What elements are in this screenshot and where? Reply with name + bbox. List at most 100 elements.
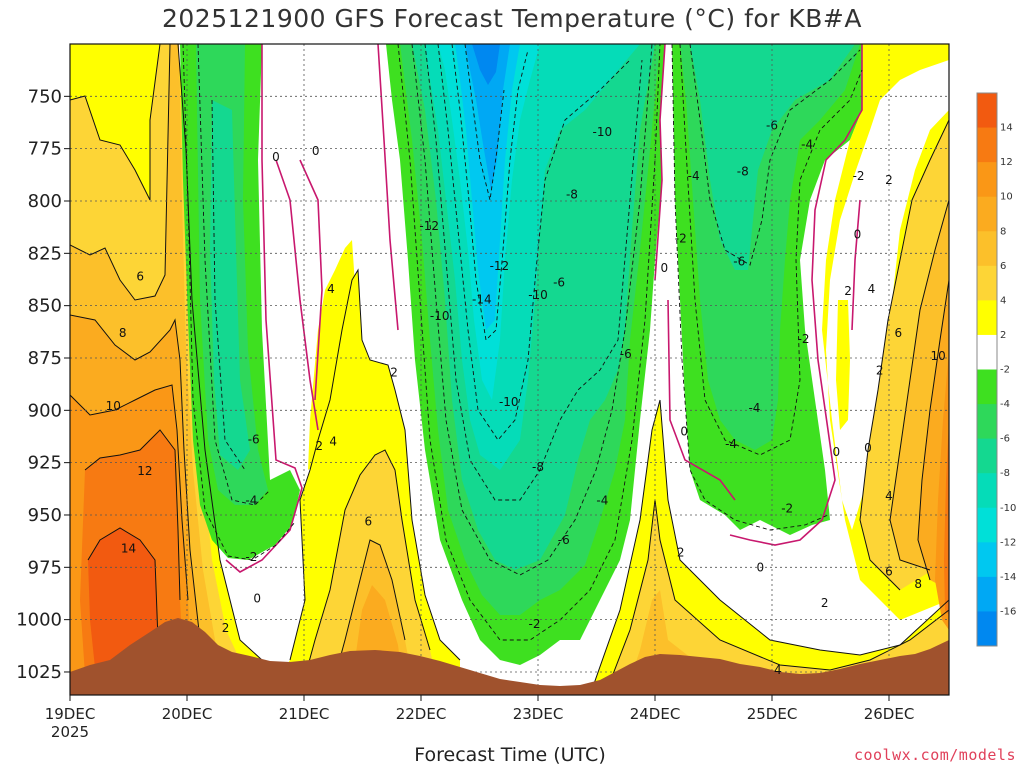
colorbar-band (977, 93, 997, 129)
colorbar-band (977, 300, 997, 336)
x-axis: 19DEC 20DEC 21DEC 22DEC 23DEC 24DEC 25DEC 26DEC… (45, 695, 914, 741)
colorbar-band (977, 265, 997, 301)
contour-label: 0 (272, 150, 280, 164)
colorbar-tick-label: -2 (1000, 365, 1010, 376)
x-tick-label: 23DEC (513, 705, 564, 723)
contour-label: -14 (472, 292, 492, 306)
colorbar-band (977, 611, 997, 647)
contour-label: 0 (661, 261, 669, 275)
plot-frame (69, 43, 950, 696)
contour-label: -6 (553, 276, 565, 290)
contour-label: -4 (748, 401, 760, 415)
colorbar-frame (976, 92, 998, 647)
contour-label: 4 (327, 282, 335, 296)
x-tick-label: 20DEC (162, 705, 213, 723)
colorbar-tick-label: 12 (1000, 157, 1013, 168)
contour-label: 10 (106, 399, 121, 413)
contour-label: -12 (490, 259, 510, 273)
band-minus6-to-minus8-e (690, 44, 855, 270)
chart-title: 2025121900 GFS Forecast Temperature (°C)… (161, 4, 862, 33)
contour-label: 2 (315, 439, 323, 453)
credit-link[interactable]: coolwx.com/models (853, 746, 1016, 764)
contour-label: -12 (419, 219, 439, 233)
colorbar-band (977, 162, 997, 198)
contour-label: 0 (253, 592, 261, 606)
colorbar-band (977, 334, 997, 370)
contour-label: -10 (430, 309, 450, 323)
contour-label: -2 (245, 550, 257, 564)
contour-label: 2 (885, 173, 893, 187)
contour-label: -6 (248, 433, 260, 447)
colorbar-tick-label: 4 (1000, 295, 1006, 306)
contour-label: 0 (864, 441, 872, 455)
contour-label: 4 (885, 489, 893, 503)
contour-label: 2 (390, 366, 398, 380)
contour-label: 4 (329, 435, 337, 449)
x-tick-label: 24DEC (630, 705, 681, 723)
x-tick-label: 25DEC (747, 705, 798, 723)
contour-label: 2 (876, 364, 884, 378)
contour-label: 0 (756, 560, 764, 574)
terrain (70, 618, 949, 695)
colorbar-band (977, 196, 997, 232)
contour-label: 0 (854, 227, 862, 241)
colorbar-band (977, 404, 997, 440)
colorbar-band (977, 542, 997, 578)
y-tick-label: 875 (28, 348, 62, 369)
contour-label: 0 (680, 424, 688, 438)
band-below-minus16-core (472, 44, 500, 85)
zero-contours (225, 44, 863, 573)
band-minus14-to-minus16-core (465, 44, 510, 190)
contour-label: -10 (528, 288, 548, 302)
colorbar-tick-label: 8 (1000, 226, 1006, 237)
band-minus12-to-minus14-core (455, 44, 520, 330)
contour-label: 2 (844, 284, 852, 298)
y-tick-label: 750 (28, 86, 62, 107)
contour-label: 6 (895, 326, 903, 340)
contour-label: 0 (833, 445, 841, 459)
y-tick-label: 1025 (16, 662, 62, 683)
contour-label: -2 (798, 332, 810, 346)
colorbar-band (977, 127, 997, 163)
colorbar-tick-label: -12 (1000, 537, 1016, 548)
colorbar-tick-label: 10 (1000, 192, 1013, 203)
colorbar-tick-label: -10 (1000, 503, 1016, 514)
y-tick-label: 850 (28, 296, 62, 317)
band-14-to-16-west (88, 528, 158, 668)
contour-label: -4 (801, 137, 813, 151)
y-tick-label: 950 (28, 505, 62, 526)
plot-area (70, 44, 949, 695)
colorbar-tick-label: -16 (1000, 606, 1016, 617)
contour-label: -2 (781, 502, 793, 516)
contour-label: -6 (620, 347, 632, 361)
contour-label: 8 (119, 326, 127, 340)
band-minus6-to-minus8-w1 (210, 100, 250, 470)
colorbar-tick-label: 14 (1000, 123, 1013, 134)
contour-label: -8 (532, 460, 544, 474)
colorbar: 14 12 10 8 6 4 2 -2 -4 -6 -8 -10 -12 -14 -16 (976, 92, 1016, 647)
colorbar-band (977, 576, 997, 612)
y-tick-label: 825 (28, 243, 62, 264)
colorbar-tick-label: -14 (1000, 572, 1016, 583)
contour-label: -2 (853, 169, 865, 183)
contour-label: 6 (885, 564, 893, 578)
x-tick-label: 22DEC (396, 705, 447, 723)
contour-labels: 0 00-2-4-622 446268101214-12-12-14-10-10-1… (106, 119, 946, 677)
band-8-to-10-mid (355, 585, 400, 660)
y-tick-label: 975 (28, 557, 62, 578)
colorbar-tick-label: -6 (1000, 434, 1010, 445)
contour-label: -6 (766, 119, 778, 133)
x-axis-title: Forecast Time (UTC) (414, 744, 606, 766)
x-year-label: 2025 (51, 723, 89, 741)
contour-label: 0 (312, 144, 320, 158)
contour-label: 8 (914, 577, 922, 591)
y-tick-label: 925 (28, 453, 62, 474)
y-axis: 750 775 800 825 850 875 900 925 950 975 1000 1025 (16, 86, 70, 683)
colorbar-band (977, 507, 997, 543)
contour-label: 4 (774, 663, 782, 677)
y-tick-label: 775 (28, 139, 62, 160)
colorbar-band (977, 231, 997, 267)
contour-label: -4 (688, 169, 700, 183)
contour-label: 12 (137, 464, 152, 478)
